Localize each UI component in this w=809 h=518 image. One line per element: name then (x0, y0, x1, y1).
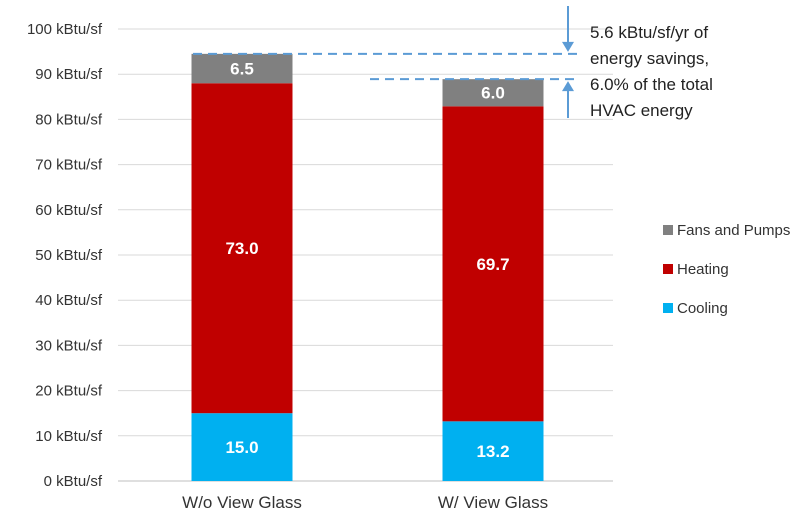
bar-segment (442, 79, 544, 107)
legend-label: Fans and Pumps (677, 222, 790, 239)
y-tick-label: 0 kBtu/sf (44, 473, 103, 490)
y-tick-label: 90 kBtu/sf (35, 66, 103, 83)
annotation-text: HVAC energy (590, 101, 693, 120)
data-label: 69.7 (476, 255, 509, 274)
y-tick-label: 80 kBtu/sf (35, 111, 103, 128)
x-axis-categories: W/o View Glass W/ View Glass (182, 493, 548, 512)
arrow-down-icon (562, 41, 574, 52)
bar-segment (191, 413, 293, 481)
bars: 15.0 73.0 6.5 13.2 69.7 6.0 (191, 53, 544, 481)
legend: Fans and Pumps Heating Cooling (663, 222, 790, 317)
category-label: W/o View Glass (182, 493, 302, 512)
bar-segment (191, 53, 293, 84)
y-tick-label: 70 kBtu/sf (35, 157, 103, 174)
legend-swatch (663, 303, 673, 313)
annotation-text: 5.6 kBtu/sf/yr of (590, 23, 708, 42)
bar-segment (191, 83, 293, 414)
legend-label: Cooling (677, 300, 728, 317)
data-label: 6.0 (481, 84, 505, 103)
bar-segment (442, 106, 544, 422)
data-label: 73.0 (225, 239, 258, 258)
y-tick-label: 40 kBtu/sf (35, 292, 103, 309)
legend-swatch (663, 264, 673, 274)
data-label: 13.2 (476, 442, 509, 461)
savings-annotation: 5.6 kBtu/sf/yr of energy savings, 6.0% of … (193, 6, 713, 120)
legend-label: Heating (677, 261, 729, 278)
category-label: W/ View Glass (438, 493, 548, 512)
y-tick-label: 60 kBtu/sf (35, 202, 103, 219)
y-tick-label: 100 kBtu/sf (27, 21, 103, 38)
annotation-text: energy savings, (590, 49, 709, 68)
y-axis-ticks: 0 kBtu/sf 10 kBtu/sf 20 kBtu/sf 30 kBtu/sf 4… (27, 21, 103, 490)
data-label: 15.0 (225, 438, 258, 457)
y-tick-label: 30 kBtu/sf (35, 337, 103, 354)
annotation-text: 6.0% of the total (590, 75, 713, 94)
arrow-up-icon (562, 81, 574, 92)
legend-swatch (663, 225, 673, 235)
y-tick-label: 10 kBtu/sf (35, 428, 103, 445)
y-tick-label: 50 kBtu/sf (35, 247, 103, 264)
data-label: 6.5 (230, 60, 254, 79)
bar-segment (442, 421, 544, 481)
y-tick-label: 20 kBtu/sf (35, 383, 103, 400)
